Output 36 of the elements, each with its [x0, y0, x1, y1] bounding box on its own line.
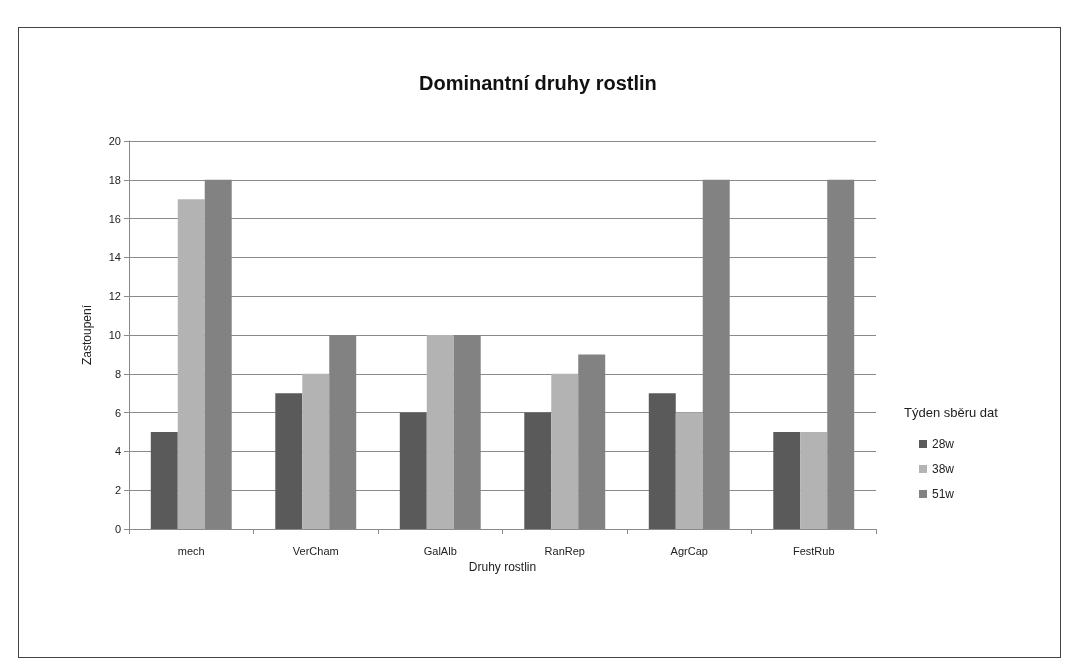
x-tick-label: RanRep — [544, 544, 585, 557]
x-tick-label: GalAlb — [423, 544, 457, 557]
x-tick-label: FestRub — [792, 544, 835, 557]
bar — [648, 393, 676, 529]
bar — [150, 432, 178, 529]
bar — [177, 199, 205, 529]
bar — [399, 412, 427, 529]
legend-label: 28w — [932, 437, 955, 451]
x-tick-label: AgrCap — [670, 544, 708, 557]
y-tick-label: 0 — [114, 523, 121, 535]
y-axis-title: Zastoupení — [80, 304, 94, 366]
x-tick-label: VerCham — [292, 544, 339, 557]
bar — [675, 412, 703, 529]
x-tick-label: mech — [177, 544, 205, 557]
bar — [551, 373, 579, 529]
bar — [275, 393, 303, 529]
legend-label: 51w — [932, 487, 955, 501]
y-tick-label: 16 — [108, 212, 121, 225]
bar — [302, 373, 330, 529]
chart-title: Dominantní druhy rostlin — [419, 72, 657, 94]
bar — [426, 335, 454, 529]
bar — [773, 432, 801, 529]
y-tick-label: 14 — [108, 251, 121, 264]
y-tick-label: 18 — [108, 173, 121, 186]
y-tick-label: 2 — [114, 484, 121, 497]
y-tick-label: 12 — [108, 290, 121, 303]
x-axis-title: Druhy rostlin — [468, 559, 537, 574]
y-tick-label: 10 — [108, 329, 121, 341]
legend-label: 38w — [932, 462, 955, 476]
bar — [524, 412, 552, 529]
y-tick-label: 6 — [114, 406, 121, 419]
legend-title: Týden sběru dat — [904, 405, 999, 420]
y-tick-label: 20 — [108, 135, 121, 147]
bar — [800, 432, 828, 529]
y-tick-label: 8 — [114, 367, 121, 380]
y-tick-label: 4 — [114, 445, 121, 458]
